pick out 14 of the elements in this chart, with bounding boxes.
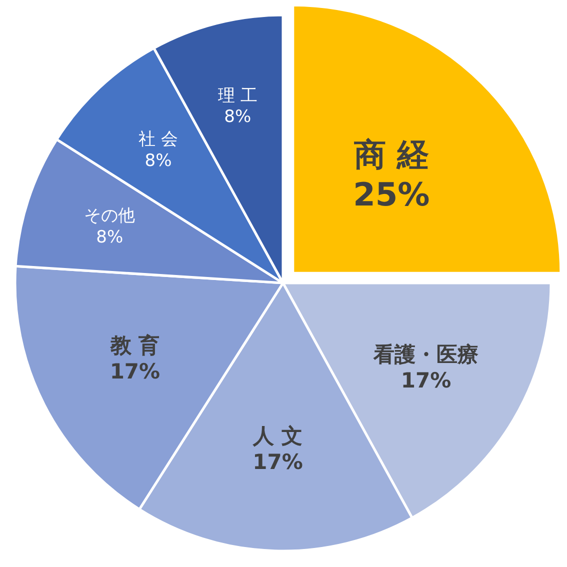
slice-label: 教 育 (109, 333, 160, 358)
slice-label: 商 経 (354, 136, 430, 174)
slice-label: 理 工 (218, 86, 258, 106)
data-label: 25% (353, 176, 430, 214)
data-label: 8% (224, 107, 252, 128)
data-label: 17% (252, 450, 303, 474)
slice-label: 社 会 (138, 130, 178, 150)
slice-label: 看護・医療 (372, 342, 479, 366)
data-label: 8% (144, 150, 172, 171)
data-label: 8% (96, 227, 124, 248)
slice-label: その他 (84, 206, 136, 226)
data-label: 17% (400, 368, 452, 393)
data-label: 17% (110, 360, 160, 384)
slice-label: 人 文 (252, 424, 302, 448)
